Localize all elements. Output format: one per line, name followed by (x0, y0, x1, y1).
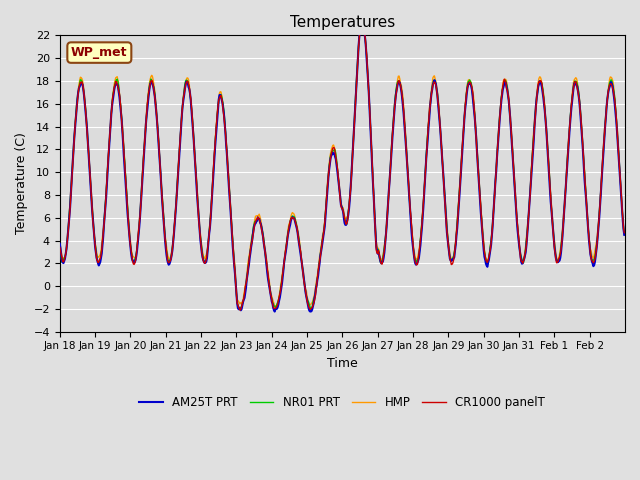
AM25T PRT (56, 241, 63, 247)
Line: HMP: HMP (60, 20, 624, 307)
NR01 PRT (56, 244, 63, 250)
X-axis label: Time: Time (327, 357, 358, 370)
CR1000 panelT (402, 139, 410, 145)
NR01 PRT (236, 307, 244, 312)
Y-axis label: Temperature (C): Temperature (C) (15, 132, 28, 234)
AM25T PRT (433, 92, 441, 98)
NR01 PRT (255, 215, 262, 221)
NR01 PRT (620, 231, 628, 237)
NR01 PRT (276, 291, 284, 297)
Legend: AM25T PRT, NR01 PRT, HMP, CR1000 panelT: AM25T PRT, NR01 PRT, HMP, CR1000 panelT (135, 391, 550, 413)
AM25T PRT (276, 295, 284, 300)
AM25T PRT (402, 140, 410, 145)
Title: Temperatures: Temperatures (290, 15, 395, 30)
CR1000 panelT (433, 93, 441, 99)
NR01 PRT (358, 16, 366, 22)
CR1000 panelT (276, 291, 284, 297)
CR1000 panelT (358, 19, 365, 24)
HMP (226, 192, 234, 197)
AM25T PRT (620, 232, 628, 238)
Line: AM25T PRT: AM25T PRT (60, 24, 624, 312)
HMP (433, 88, 441, 94)
CR1000 panelT (122, 182, 130, 188)
NR01 PRT (402, 136, 410, 142)
AM25T PRT (358, 21, 366, 26)
HMP (273, 304, 280, 310)
AM25T PRT (254, 215, 262, 220)
HMP (276, 288, 284, 294)
HMP (359, 17, 367, 23)
CR1000 panelT (226, 196, 234, 202)
HMP (122, 180, 130, 185)
NR01 PRT (433, 90, 441, 96)
AM25T PRT (271, 309, 278, 314)
AM25T PRT (226, 197, 234, 203)
HMP (620, 232, 628, 238)
HMP (56, 241, 63, 247)
Text: WP_met: WP_met (71, 46, 127, 59)
HMP (402, 132, 410, 138)
AM25T PRT (122, 186, 130, 192)
Line: NR01 PRT: NR01 PRT (60, 19, 624, 310)
NR01 PRT (226, 193, 234, 199)
Line: CR1000 panelT: CR1000 panelT (60, 22, 624, 310)
CR1000 panelT (56, 244, 63, 250)
NR01 PRT (122, 181, 130, 187)
CR1000 panelT (236, 307, 244, 313)
CR1000 panelT (255, 216, 262, 221)
HMP (254, 214, 262, 219)
CR1000 panelT (620, 230, 628, 236)
